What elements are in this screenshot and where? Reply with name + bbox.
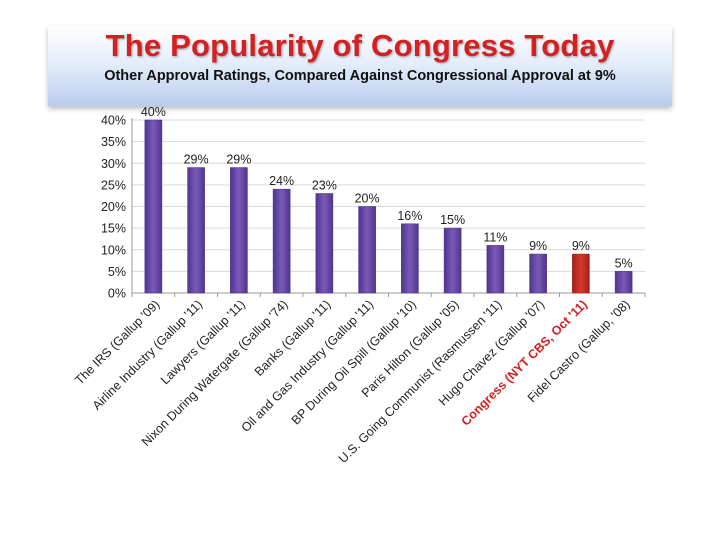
data-label: 15% bbox=[440, 213, 465, 227]
bar bbox=[401, 223, 419, 294]
data-label: 40% bbox=[141, 105, 166, 119]
y-tick-label: 25% bbox=[101, 178, 126, 192]
category-label: U.S. Going Communist (Rasmussen '11) bbox=[336, 297, 505, 466]
bar bbox=[614, 271, 633, 294]
y-tick-label: 0% bbox=[108, 287, 126, 301]
bar bbox=[315, 193, 334, 294]
data-label: 16% bbox=[397, 209, 422, 223]
y-tick-label: 10% bbox=[101, 243, 126, 257]
bar bbox=[144, 119, 163, 294]
data-label: 9% bbox=[529, 239, 547, 253]
bar bbox=[443, 227, 462, 294]
axes bbox=[131, 118, 646, 297]
title-banner: The Popularity of Congress Today Other A… bbox=[48, 26, 672, 106]
data-label: 20% bbox=[355, 192, 380, 206]
bar bbox=[358, 206, 376, 294]
data-label: 9% bbox=[572, 239, 590, 253]
y-tick-label: 35% bbox=[101, 135, 126, 149]
bar bbox=[272, 188, 291, 294]
data-label: 24% bbox=[269, 174, 294, 188]
data-label: 11% bbox=[483, 230, 507, 244]
data-label: 23% bbox=[312, 179, 337, 193]
y-tick-label: 30% bbox=[101, 157, 126, 171]
data-labels: 40% 29% 29% 24% 23% 20% 16% 15% 11% 9% 9% 5% bbox=[141, 105, 633, 270]
chart-subtitle: Other Approval Ratings, Compared Against… bbox=[104, 68, 616, 84]
x-tick-labels: The IRS (Gallup '09)Airline Industry (Ga… bbox=[72, 297, 632, 466]
y-tick-labels: 0% 5% 10% 15% 20% 25% 30% 35% 40% bbox=[101, 114, 126, 301]
bar bbox=[230, 167, 248, 294]
bar bbox=[486, 245, 505, 294]
y-tick-label: 15% bbox=[101, 222, 126, 236]
bar bbox=[187, 167, 205, 294]
y-tick-label: 20% bbox=[101, 200, 126, 214]
data-label: 5% bbox=[615, 256, 633, 270]
gridlines bbox=[132, 119, 645, 272]
bars bbox=[144, 119, 633, 294]
data-label: 29% bbox=[184, 153, 209, 167]
category-label: Banks (Gallup '11) bbox=[252, 297, 334, 379]
chart-title: The Popularity of Congress Today bbox=[105, 28, 615, 63]
y-tick-label: 5% bbox=[108, 265, 126, 279]
y-tick-label: 40% bbox=[101, 114, 126, 128]
bar-highlight bbox=[572, 253, 590, 294]
data-label: 29% bbox=[226, 153, 251, 167]
bar bbox=[529, 253, 547, 294]
